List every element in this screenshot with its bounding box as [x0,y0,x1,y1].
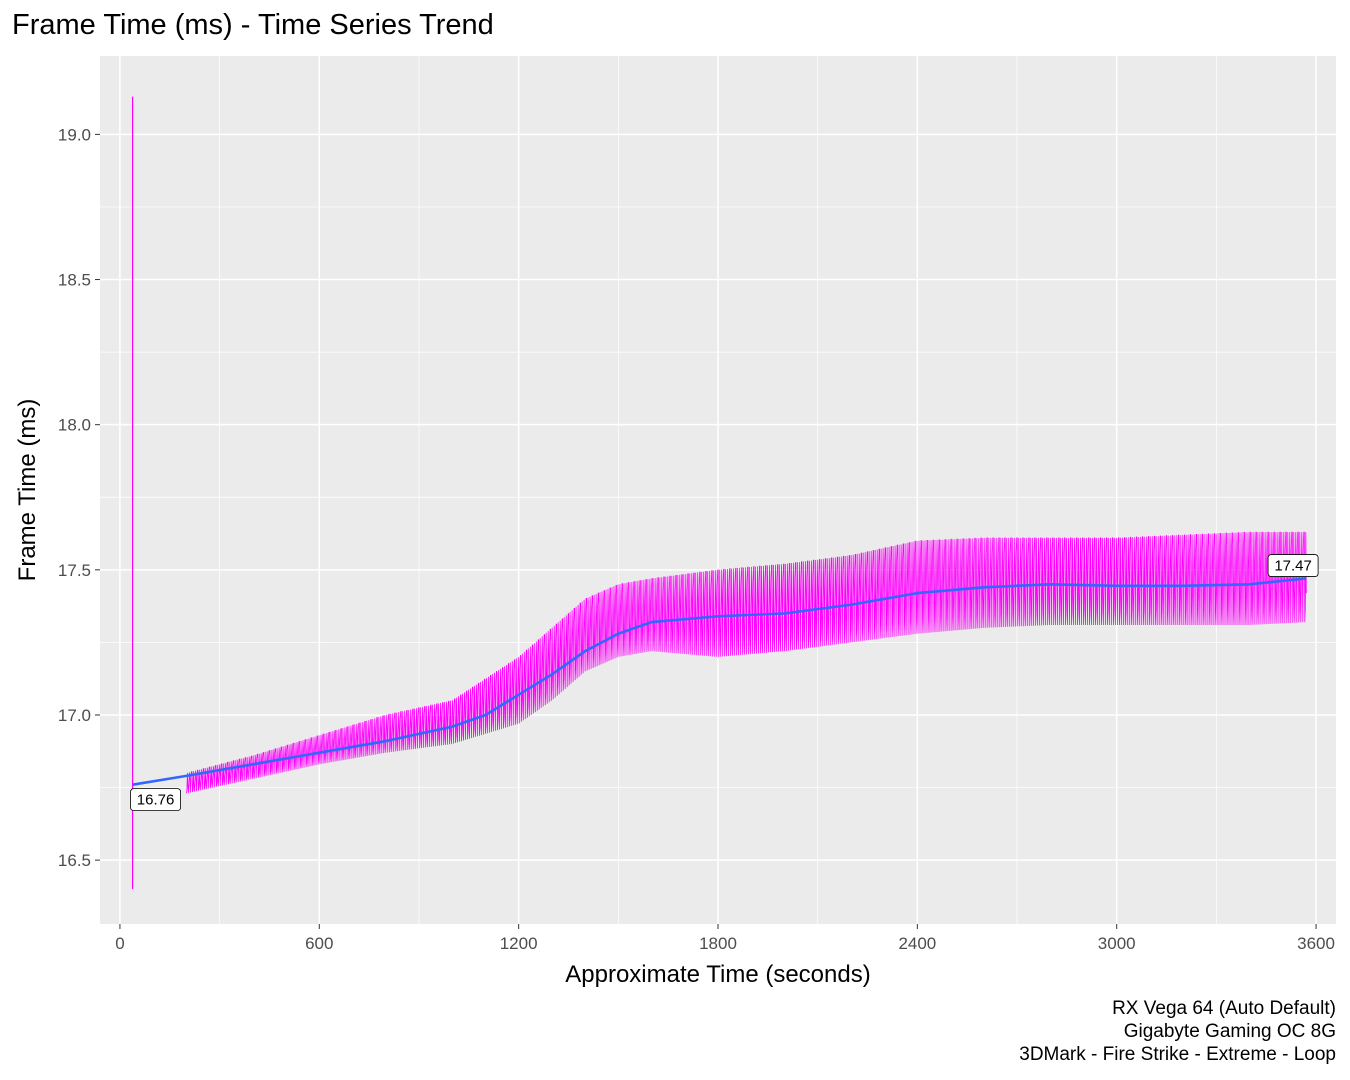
y-tick-label: 16.5 [58,851,91,870]
y-tick-label: 17.0 [58,706,91,725]
y-tick-label: 19.0 [58,125,91,144]
chart-title: Frame Time (ms) - Time Series Trend [12,9,494,41]
raw-frame-time-line [186,531,1307,794]
data-label-text: 17.47 [1274,558,1312,575]
x-axis-title: Approximate Time (seconds) [565,961,870,988]
caption-gpu: RX Vega 64 (Auto Default) [1112,998,1336,1019]
y-tick-label: 18.5 [58,271,91,290]
x-tick-label: 1200 [500,934,538,953]
data-label-box [130,788,181,812]
series-smoothed-trend [132,577,1307,786]
x-tick-label: 3600 [1297,934,1335,953]
x-tick-label: 1800 [699,934,737,953]
smoothed-trend-line [132,577,1307,786]
y-axis: 16.5 17.0 17.5 18.0 18.5 19.0 [58,125,100,870]
x-axis: 0 600 1200 1800 2400 3000 3600 [115,924,1335,953]
x-tick-label: 600 [305,934,333,953]
x-tick-label: 2400 [898,934,936,953]
data-label-box [1267,554,1319,577]
caption: RX Vega 64 (Auto Default) Gigabyte Gamin… [1019,997,1336,1066]
y-tick-label: 17.5 [58,561,91,580]
x-tick-label: 3000 [1098,934,1136,953]
caption-card: Gigabyte Gaming OC 8G [1123,1021,1336,1042]
caption-benchmark: 3DMark - Fire Strike - Extreme - Loop [1019,1044,1336,1065]
data-label: 17.47 [1267,554,1319,577]
annotations: 16.76 17.47 [130,554,1319,812]
data-label-text: 16.76 [137,792,175,809]
x-tick-label: 0 [115,934,124,953]
data-label: 16.76 [130,788,181,812]
y-tick-label: 18.0 [58,416,91,435]
series-raw-frame-time [131,96,1307,890]
y-axis-title: Frame Time (ms) [14,399,41,582]
